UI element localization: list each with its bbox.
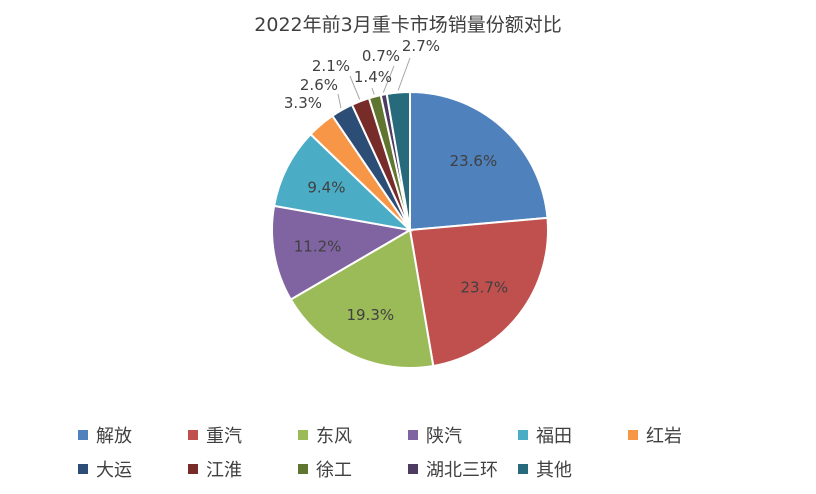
leader-line bbox=[397, 57, 411, 91]
legend-label: 重汽 bbox=[206, 426, 242, 447]
legend-label: 解放 bbox=[96, 426, 132, 447]
legend-swatch bbox=[188, 430, 198, 440]
legend-swatch bbox=[628, 430, 638, 440]
legend-swatch bbox=[298, 430, 308, 440]
legend-swatch bbox=[78, 430, 88, 440]
legend-item: 其他 bbox=[518, 456, 628, 482]
legend-label: 大运 bbox=[96, 460, 132, 481]
leader-line bbox=[382, 65, 395, 93]
data-label: 1.4% bbox=[354, 68, 392, 86]
legend-swatch bbox=[408, 464, 418, 474]
legend-label: 徐工 bbox=[316, 460, 352, 481]
legend-item: 江淮 bbox=[188, 456, 298, 482]
legend-label: 东风 bbox=[316, 426, 352, 447]
data-label: 0.7% bbox=[362, 47, 400, 65]
legend-swatch bbox=[298, 464, 308, 474]
data-label: 23.7% bbox=[460, 278, 508, 296]
legend-label: 红岩 bbox=[646, 426, 682, 447]
legend-row: 解放 重汽 东风 陕汽 福田 红岩 bbox=[78, 418, 778, 452]
data-label: 11.2% bbox=[294, 237, 342, 255]
pie-slice bbox=[271, 204, 413, 301]
pie-slice bbox=[272, 132, 414, 232]
legend-label: 福田 bbox=[536, 426, 572, 447]
data-label: 19.3% bbox=[346, 306, 394, 324]
legend-item: 东风 bbox=[298, 422, 408, 448]
legend-label: 其他 bbox=[536, 460, 572, 481]
legend-item: 解放 bbox=[78, 422, 188, 448]
legend-item: 陕汽 bbox=[408, 422, 518, 448]
legend-label: 江淮 bbox=[206, 460, 242, 481]
legend-swatch bbox=[518, 464, 528, 474]
data-label: 2.1% bbox=[312, 57, 350, 75]
legend-swatch bbox=[518, 430, 528, 440]
pie-slice bbox=[408, 216, 549, 368]
legend-item: 大运 bbox=[78, 456, 188, 482]
data-label: 3.3% bbox=[284, 94, 322, 112]
pie-slice bbox=[409, 90, 549, 232]
leader-line bbox=[337, 93, 342, 109]
legend-item: 重汽 bbox=[188, 422, 298, 448]
legend-swatch bbox=[188, 464, 198, 474]
leader-line bbox=[349, 75, 361, 100]
data-label: 2.6% bbox=[300, 76, 338, 94]
legend-item: 福田 bbox=[518, 422, 628, 448]
data-label: 9.4% bbox=[307, 178, 345, 196]
legend-row: 大运 江淮 徐工 湖北三环 其他 bbox=[78, 452, 778, 486]
legend: 解放 重汽 东风 陕汽 福田 红岩 大运 江淮 徐工 湖北三环 其他 bbox=[78, 418, 778, 486]
pie-chart: 23.6% 23.7% 19.3% 11.2% 9.4% 3.3%2.6%2.1%1.4%… bbox=[271, 37, 549, 369]
legend-item: 湖北三环 bbox=[408, 456, 518, 482]
pie-slice bbox=[289, 228, 435, 369]
legend-swatch bbox=[78, 464, 88, 474]
legend-label: 湖北三环 bbox=[426, 460, 498, 481]
data-label: 2.7% bbox=[402, 37, 440, 55]
leader-line bbox=[371, 87, 375, 95]
legend-item: 徐工 bbox=[298, 456, 408, 482]
pie-slice bbox=[385, 90, 411, 231]
legend-label: 陕汽 bbox=[426, 426, 462, 447]
legend-swatch bbox=[408, 430, 418, 440]
data-label: 23.6% bbox=[450, 152, 498, 170]
legend-item: 红岩 bbox=[628, 422, 738, 448]
chart-title: 2022年前3月重卡市场销量份额对比 bbox=[254, 14, 562, 36]
